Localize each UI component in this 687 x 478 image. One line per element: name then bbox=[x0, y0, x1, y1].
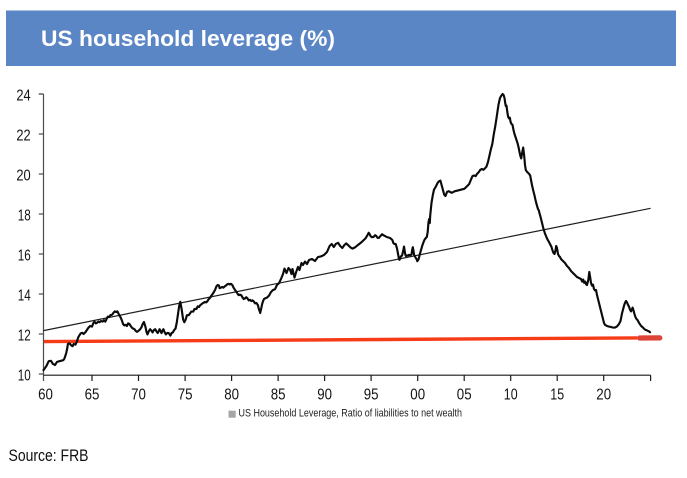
svg-text:16: 16 bbox=[18, 247, 31, 264]
svg-text:20: 20 bbox=[16, 167, 31, 184]
svg-text:10: 10 bbox=[18, 367, 31, 384]
svg-text:70: 70 bbox=[131, 386, 146, 403]
svg-text:05: 05 bbox=[457, 386, 472, 403]
svg-text:95: 95 bbox=[364, 386, 379, 403]
svg-text:60: 60 bbox=[38, 386, 53, 403]
svg-text:22: 22 bbox=[16, 127, 30, 144]
svg-text:12: 12 bbox=[18, 327, 31, 344]
svg-text:14: 14 bbox=[18, 287, 31, 304]
svg-text:24: 24 bbox=[16, 87, 31, 104]
svg-text:75: 75 bbox=[178, 386, 193, 403]
svg-text:65: 65 bbox=[85, 386, 100, 403]
svg-text:15: 15 bbox=[550, 386, 564, 403]
svg-text:US household leverage (%): US household leverage (%) bbox=[41, 26, 335, 51]
svg-text:90: 90 bbox=[317, 386, 332, 403]
svg-text:10: 10 bbox=[504, 386, 518, 403]
svg-text:85: 85 bbox=[271, 386, 286, 403]
svg-text:18: 18 bbox=[18, 207, 31, 224]
svg-text:US Household Leverage, Ratio o: US Household Leverage, Ratio of liabilit… bbox=[239, 408, 463, 420]
svg-text:Source: FRB: Source: FRB bbox=[9, 446, 89, 465]
svg-text:20: 20 bbox=[596, 386, 611, 403]
svg-text:80: 80 bbox=[224, 386, 239, 403]
svg-text:00: 00 bbox=[410, 386, 425, 403]
